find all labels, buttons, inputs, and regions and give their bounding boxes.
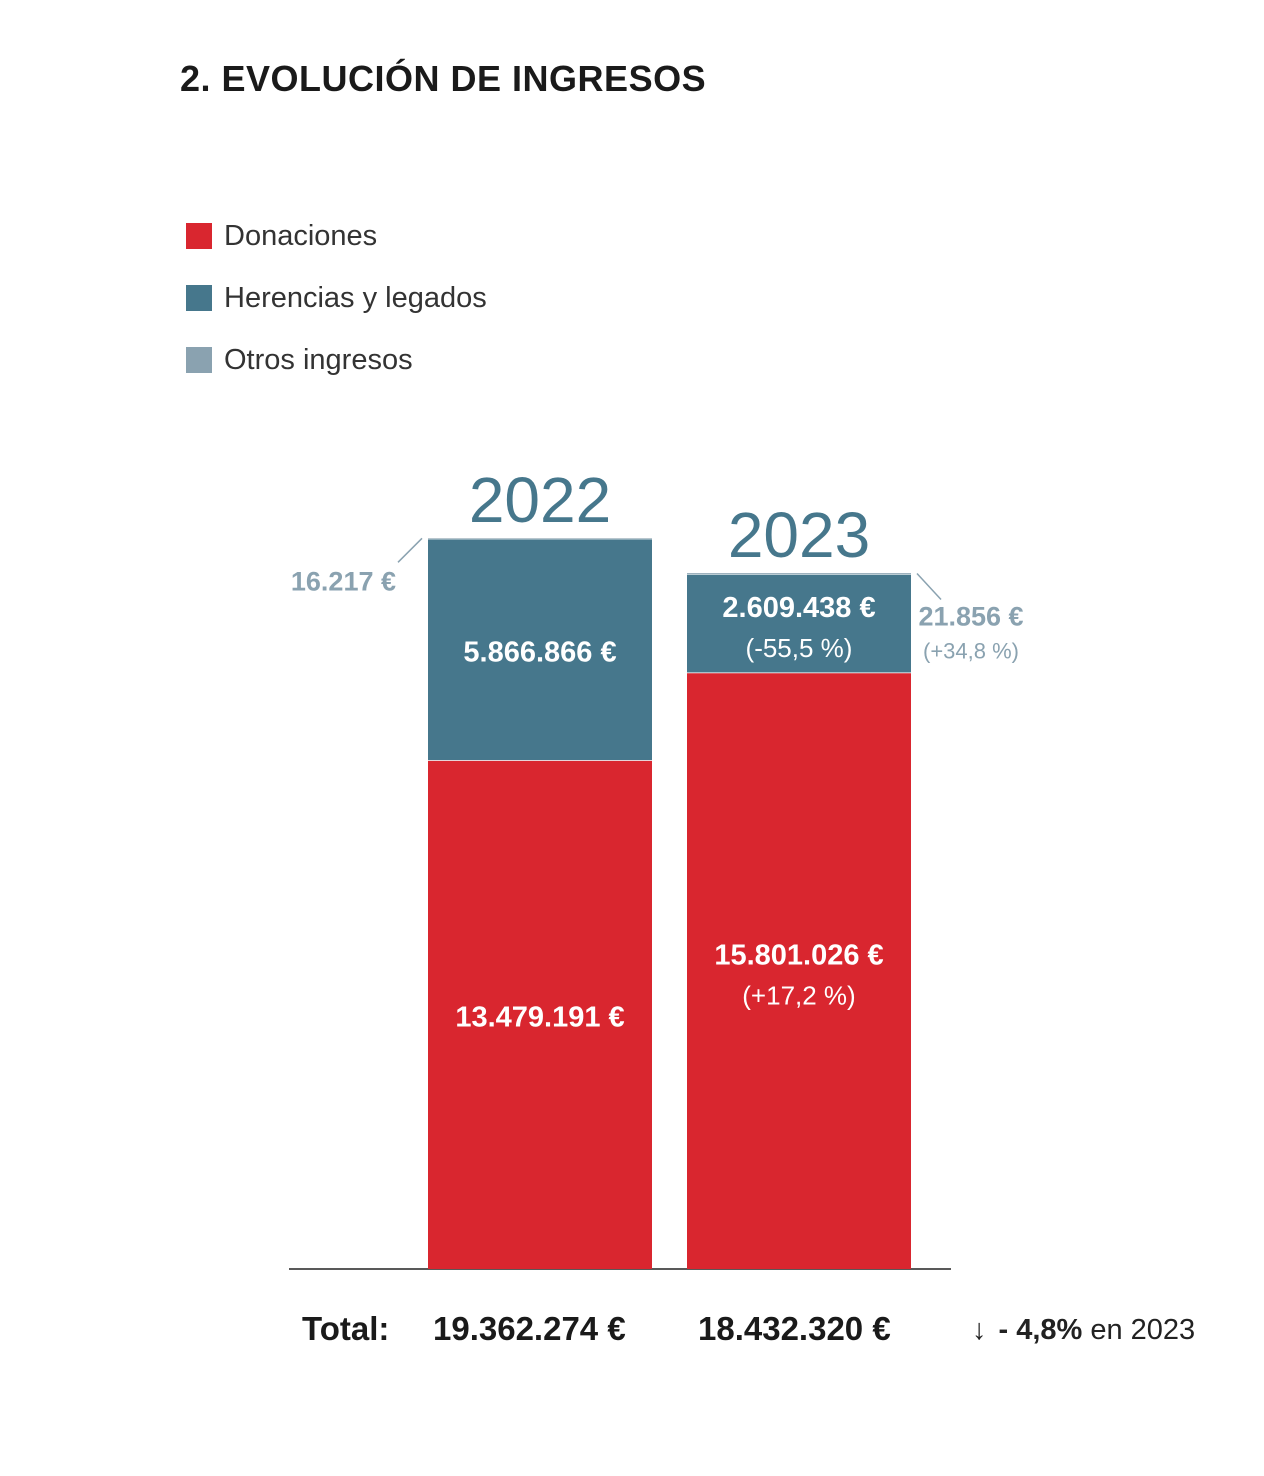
legend-item-herencias: Herencias y legados bbox=[186, 267, 487, 329]
data-label-donaciones-2023: 15.801.026 € bbox=[714, 940, 883, 972]
total-change-suffix: en 2023 bbox=[1090, 1314, 1196, 1346]
total-change-pct: - 4,8% bbox=[998, 1314, 1083, 1346]
arrow-down-icon: ↓ bbox=[972, 1314, 987, 1346]
data-label-herencias-2022: 5.866.866 € bbox=[463, 636, 616, 668]
total-2023: 18.432.320 € bbox=[698, 1310, 891, 1347]
legend-item-donaciones: Donaciones bbox=[186, 205, 487, 267]
total-2022: 19.362.274 € bbox=[433, 1310, 626, 1347]
change-label-herencias-2023: (-55,5 %) bbox=[746, 633, 853, 663]
legend-label-herencias: Herencias y legados bbox=[224, 281, 487, 314]
legend-label-otros: Otros ingresos bbox=[224, 343, 413, 376]
data-label-otros-2022: 16.217 € bbox=[291, 566, 396, 596]
legend-swatch-herencias bbox=[186, 285, 212, 311]
bar-herencias-2023 bbox=[687, 573, 911, 673]
data-label-herencias-2023: 2.609.438 € bbox=[722, 592, 875, 624]
change-label-donaciones-2023: (+17,2 %) bbox=[742, 981, 855, 1011]
callout-line-otros-2022 bbox=[397, 537, 423, 563]
chart-legend: Donaciones Herencias y legados Otros ing… bbox=[186, 205, 487, 391]
legend-swatch-donaciones bbox=[186, 223, 212, 249]
data-label-otros-2023: 21.856 € bbox=[918, 602, 1023, 632]
year-label-2022: 2022 bbox=[469, 464, 611, 536]
legend-swatch-otros bbox=[186, 347, 212, 373]
legend-label-donaciones: Donaciones bbox=[224, 219, 378, 252]
callout-line-otros-2023 bbox=[916, 573, 942, 601]
bar-donaciones-2023 bbox=[687, 672, 911, 1269]
bar-otros-2022 bbox=[428, 538, 652, 539]
data-label-donaciones-2022: 13.479.191 € bbox=[455, 1002, 624, 1034]
bar-otros-2023 bbox=[687, 573, 911, 574]
legend-item-otros: Otros ingresos bbox=[186, 329, 487, 391]
bar-donaciones-2022 bbox=[428, 760, 652, 1269]
total-change-note: ↓ - 4,8% en 2023 bbox=[972, 1314, 1195, 1347]
bar-herencias-2022 bbox=[428, 538, 652, 761]
change-label-otros-2023: (+34,8 %) bbox=[923, 639, 1019, 664]
page-title: 2. EVOLUCIÓN DE INGRESOS bbox=[180, 58, 707, 99]
totals-row: Total: 19.362.274 € 18.432.320 € bbox=[0, 1310, 1264, 1360]
year-label-2023: 2023 bbox=[728, 499, 870, 571]
totals-label: Total: bbox=[302, 1310, 390, 1347]
